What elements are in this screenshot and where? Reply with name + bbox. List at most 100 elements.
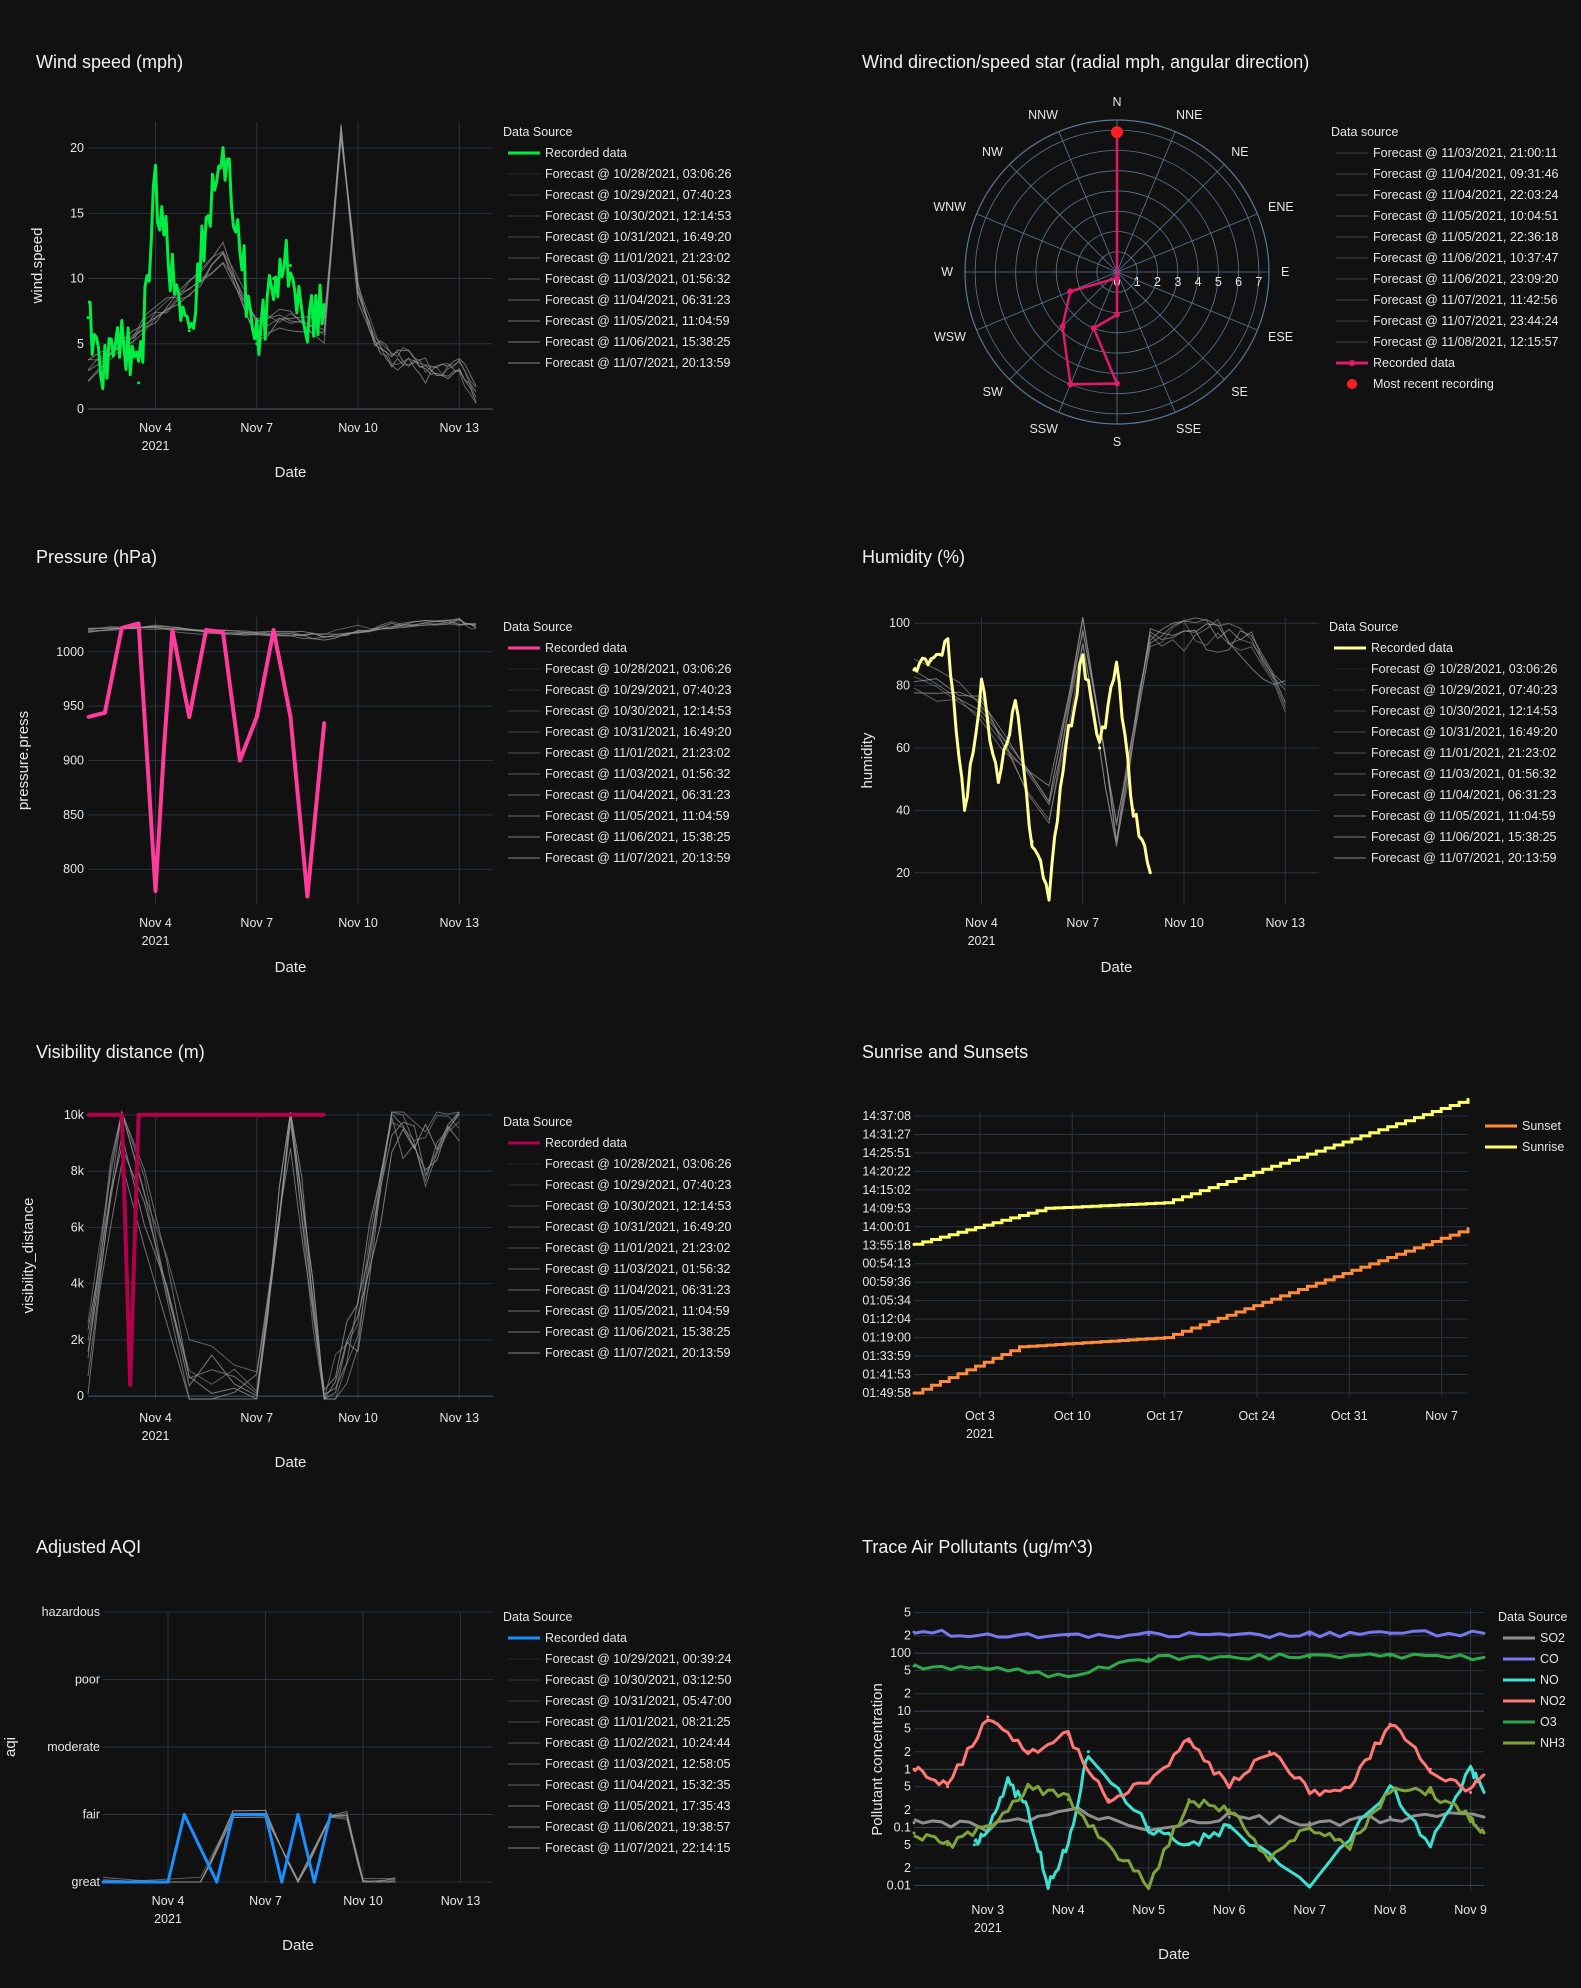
y-tick-label: 10k	[64, 1108, 85, 1122]
forecast-series-line	[102, 1812, 396, 1883]
radial-tick-label: 3	[1174, 275, 1181, 289]
x-axis-label: Date	[275, 959, 307, 976]
recorded-point	[101, 1880, 105, 1884]
series-point	[1466, 1227, 1470, 1231]
series-point	[1227, 1825, 1231, 1829]
x-axis-label: Date	[275, 464, 307, 481]
legend-item: Forecast @ 11/03/2021, 01:56:32	[1371, 767, 1557, 781]
series-point	[912, 1664, 916, 1668]
legend-item: Forecast @ 11/06/2021, 15:38:25	[545, 1325, 731, 1339]
series-point	[1187, 1843, 1191, 1847]
forecast-series-line	[913, 629, 1286, 844]
series-point	[1163, 1336, 1167, 1340]
x-tick-label: Oct 3	[965, 1409, 995, 1423]
series-point	[912, 1821, 916, 1825]
recorded-point	[1030, 840, 1034, 844]
x-tick-label: Oct 17	[1146, 1409, 1183, 1423]
series-point	[1388, 1815, 1392, 1819]
legend-item: Forecast @ 10/28/2021, 03:06:26	[1371, 662, 1557, 676]
legend-item: Forecast @ 10/29/2021, 07:40:23	[545, 188, 731, 202]
direction-label: N	[1112, 95, 1121, 109]
chart-panel-sun: Sunrise and Sunsets 01:49:58 01:41:53 01:33…	[826, 990, 1581, 1485]
y-tick-label: 00:54:13	[862, 1257, 911, 1271]
recorded-point	[204, 224, 208, 228]
polar-spoke	[1058, 271, 1118, 413]
forecast-series-line	[87, 132, 477, 393]
chart-svg: Nov 3 2021 Nov 4 Nov 5 Nov 6 Nov 7 Nov 8 Nov 9 0…	[869, 1606, 1568, 1963]
recorded-point	[272, 628, 276, 632]
series-point	[1147, 1632, 1151, 1636]
legend-item: Forecast @ 10/31/2021, 16:49:20	[545, 725, 731, 739]
recorded-point	[120, 1113, 124, 1117]
series-point	[1466, 1097, 1470, 1101]
y-tick-label: 2	[904, 1803, 911, 1817]
legend-item: SO2	[1540, 1631, 1565, 1645]
direction-label: ESE	[1268, 330, 1293, 344]
y-axis-label: Pollutant concentration	[869, 1683, 886, 1836]
legend-item: Forecast @ 11/01/2021, 08:21:25	[545, 1715, 731, 1729]
recorded-point	[1067, 381, 1074, 388]
polar-spoke	[1116, 164, 1225, 273]
x-tick-label: Nov 4	[139, 421, 172, 435]
y-tick-label: 8k	[71, 1164, 85, 1178]
y-tick-label: 01:19:00	[862, 1331, 911, 1345]
legend-item: Forecast @ 11/07/2021, 20:13:59	[545, 356, 731, 370]
legend-item: Forecast @ 10/31/2021, 16:49:20	[1371, 725, 1557, 739]
y-tick-label: 800	[63, 862, 84, 876]
forecast-series-line	[87, 1111, 460, 1400]
series-point	[1147, 1657, 1151, 1661]
x-axis-label: Date	[282, 1937, 314, 1954]
y-tick-label: 10	[70, 272, 84, 286]
series-point	[986, 1632, 990, 1636]
series-point	[1187, 1740, 1191, 1744]
series-point	[1147, 1883, 1151, 1887]
recorded-series-line	[103, 1813, 332, 1884]
recorded-point	[272, 277, 276, 281]
x-tick-label: Nov 7	[249, 1894, 282, 1908]
series-point	[1308, 1883, 1312, 1887]
series-point	[1428, 1767, 1432, 1771]
recorded-point	[996, 777, 1000, 781]
legend-item: Forecast @ 11/05/2021, 11:04:59	[545, 314, 730, 328]
y-tick-label: 1	[904, 1762, 911, 1776]
series-point	[986, 1666, 990, 1670]
chart-svg: Nov 4 2021 Nov 7 Nov 10 Nov 13 great fair moder…	[2, 1605, 731, 1954]
legend-item: Forecast @ 11/08/2021, 12:15:57	[1373, 335, 1559, 349]
legend-item: Forecast @ 11/04/2021, 15:32:35	[545, 1778, 731, 1792]
recorded-point	[1115, 665, 1118, 669]
series-line-so2	[913, 1806, 1485, 1834]
radial-tick-label: 6	[1235, 275, 1242, 289]
chart-title: Wind speed (mph)	[36, 52, 184, 72]
legend-item: Forecast @ 10/29/2021, 07:40:23	[1371, 683, 1557, 697]
x-year-label: 2021	[142, 934, 170, 948]
recorded-series-line	[912, 637, 1152, 902]
x-axis-label: Date	[275, 1454, 307, 1471]
legend-item: Forecast @ 10/29/2021, 07:40:23	[545, 1178, 731, 1192]
direction-label: SSW	[1029, 422, 1058, 436]
chart-panel-visibility: Visibility distance (m) Nov 4 2021 Nov 7 Nov…	[0, 990, 790, 1485]
x-tick-label: Nov 9	[1454, 1903, 1487, 1917]
legend-item: Forecast @ 11/04/2021, 06:31:23	[545, 788, 731, 802]
series-point	[1308, 1790, 1312, 1794]
recorded-point	[170, 628, 174, 632]
forecast-series-line	[87, 126, 477, 403]
recorded-point	[1067, 288, 1074, 295]
chart-svg: Nov 4 2021 Nov 7 Nov 10 Nov 13 0 2k 4k 6k 8k 10k Da…	[20, 1108, 731, 1471]
x-tick-label: Nov 8	[1374, 1903, 1407, 1917]
y-axis-label: aqi	[2, 1737, 19, 1757]
y-tick-label: 1000	[56, 645, 84, 659]
legend-item: Forecast @ 11/06/2021, 15:38:25	[545, 335, 731, 349]
y-axis-label: humidity	[859, 732, 876, 788]
recorded-point	[231, 1813, 235, 1816]
series-point	[986, 1715, 990, 1719]
x-tick-label: Nov 13	[441, 1894, 481, 1908]
series-point	[1308, 1655, 1312, 1659]
recorded-point	[1064, 746, 1068, 750]
recorded-point	[1047, 890, 1051, 894]
x-tick-label: Nov 10	[338, 1411, 378, 1425]
y-tick-label: 0	[77, 402, 84, 416]
series-point	[986, 1825, 990, 1829]
legend-item: Forecast @ 11/07/2021, 20:13:59	[545, 1346, 731, 1360]
y-tick-label: 14:15:02	[862, 1183, 911, 1197]
legend-swatch[interactable]	[1347, 379, 1357, 389]
